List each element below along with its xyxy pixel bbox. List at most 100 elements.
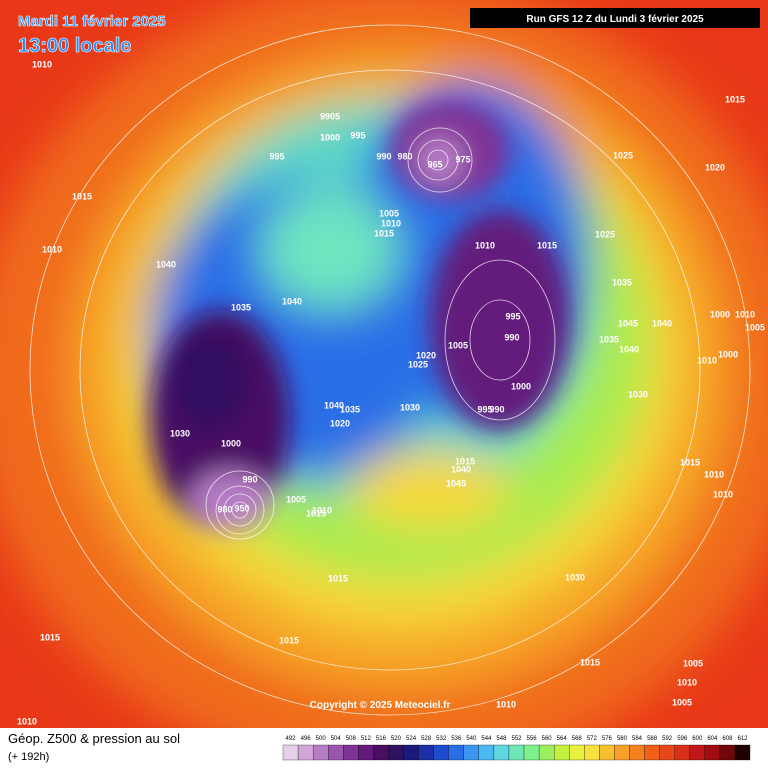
pressure-label: 1015 [374, 228, 394, 238]
legend-swatch [734, 744, 751, 761]
legend-level: 544 [481, 736, 492, 742]
pressure-label: 1000 [320, 132, 340, 142]
pressure-label: 995 [350, 130, 365, 140]
legend-swatch [584, 744, 600, 761]
legend-swatch [373, 744, 389, 761]
legend-swatch [629, 744, 645, 761]
legend-swatch [493, 744, 510, 761]
legend-level: 556 [527, 736, 538, 742]
legend-swatch [569, 744, 585, 761]
legend-swatch [433, 744, 449, 761]
pressure-label: 1015 [328, 573, 348, 583]
pressure-label: 995 [505, 311, 520, 321]
legend-swatch [418, 744, 434, 761]
legend-level: 552 [511, 736, 522, 742]
legend-level: 492 [286, 736, 297, 742]
pressure-label: 1015 [306, 508, 326, 518]
pressure-label: 1030 [628, 389, 648, 399]
legend-swatch [297, 744, 314, 761]
legend-level: 608 [722, 736, 733, 742]
legend-swatch [674, 744, 690, 761]
pressure-label: 980 [217, 504, 232, 514]
legend-level: 516 [376, 736, 387, 742]
legend-swatch [282, 744, 299, 761]
pressure-label: 1025 [595, 229, 615, 239]
legend-level: 524 [406, 736, 417, 742]
legend-swatch [689, 744, 705, 761]
pressure-label: 1020 [330, 418, 350, 428]
pressure-label: 965 [427, 159, 442, 169]
pressure-label: 1045 [446, 478, 466, 488]
pressure-label: 1035 [612, 277, 632, 287]
pressure-label: 990 [504, 332, 519, 342]
legend-swatch [463, 744, 479, 761]
pressure-label: 1015 [455, 456, 475, 466]
legend-swatch [523, 744, 540, 761]
pressure-label: 1030 [565, 572, 585, 582]
pressure-label: 9905 [320, 111, 340, 121]
pressure-label: 1040 [324, 400, 344, 410]
pressure-label: 1010 [475, 240, 495, 250]
pressure-label: 1015 [279, 635, 299, 645]
legend-swatch [328, 744, 344, 761]
pressure-label: 1040 [619, 344, 639, 354]
date: Mardi 11 février 2025 [18, 13, 166, 30]
pressure-label: 1000 [710, 309, 730, 319]
legend-swatch [343, 744, 359, 761]
pressure-label: 1015 [680, 457, 700, 467]
pressure-label: 1005 [448, 340, 468, 350]
legend-swatch [614, 744, 630, 761]
legend-swatch [659, 744, 675, 761]
legend-level: 572 [587, 736, 598, 742]
legend-level: 588 [647, 736, 658, 742]
legend-level: 548 [496, 736, 507, 742]
isobars [29, 24, 751, 716]
legend-level: 540 [466, 736, 477, 742]
legend-swatch [719, 744, 736, 761]
pressure-label: 975 [455, 154, 470, 164]
legend-swatch [644, 744, 660, 761]
legend-level: 612 [737, 736, 748, 742]
pressure-label: 1020 [705, 162, 725, 172]
pressure-label: 1010 [312, 505, 332, 515]
pressure-label: 1035 [599, 334, 619, 344]
legend-level: 592 [662, 736, 673, 742]
run-info: Run GFS 12 Z du Lundi 3 février 2025 [526, 14, 704, 25]
pressure-label: 1010 [496, 699, 516, 709]
legend-title: Géop. Z500 & pression au sol [8, 731, 180, 746]
legend-level: 496 [301, 736, 312, 742]
legend-level: 564 [557, 736, 568, 742]
pressure-label: 980 [397, 151, 412, 161]
legend-level: 532 [436, 736, 447, 742]
legend-level: 600 [692, 736, 703, 742]
legend-level: 520 [391, 736, 402, 742]
legend-swatch [312, 744, 329, 761]
pressure-label: 1005 [672, 697, 692, 707]
pressure-label: 1035 [231, 302, 251, 312]
legend-level: 504 [331, 736, 342, 742]
pressure-label: 1015 [40, 632, 60, 642]
legend-level: 568 [572, 736, 583, 742]
pressure-label: 990 [242, 474, 257, 484]
pressure-label: 1010 [17, 716, 37, 726]
legend-swatch [704, 744, 721, 761]
pressure-label: 1010 [32, 59, 52, 69]
legend-level: 584 [632, 736, 643, 742]
legend-level: 536 [451, 736, 462, 742]
legend-subtitle: (+ 192h) [8, 751, 49, 763]
legend-level: 508 [346, 736, 357, 742]
pressure-label: 1005 [683, 658, 703, 668]
legend-level: 580 [617, 736, 628, 742]
pressure-label: 1040 [156, 259, 176, 269]
pressure-label: 1010 [677, 677, 697, 687]
pressure-label: 1015 [537, 240, 557, 250]
pressure-label: 1025 [613, 150, 633, 160]
copyright: Copyright © 2025 Meteociel.fr [310, 700, 451, 711]
pressure-label: 1010 [381, 218, 401, 228]
pressure-label: 1005 [286, 494, 306, 504]
legend-level: 528 [421, 736, 432, 742]
legend-swatch [538, 744, 555, 761]
